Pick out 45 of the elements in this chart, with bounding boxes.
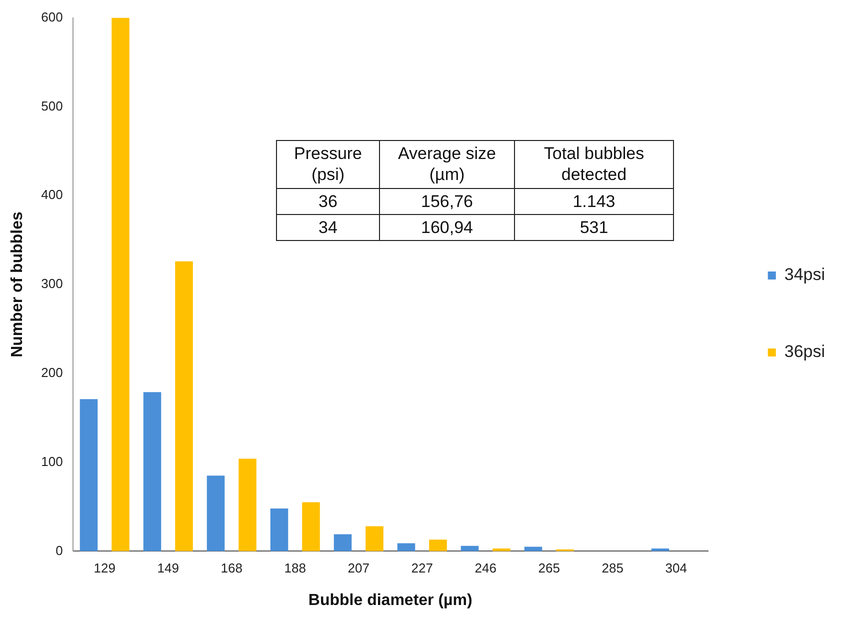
x-tick-label: 149 [157,560,179,576]
bar [206,476,225,552]
x-tick-label: 246 [474,560,496,576]
y-tick-label: 200 [41,364,63,380]
bar [270,508,288,552]
bar [302,502,320,552]
legend-label: 36psi [784,342,825,362]
bar [238,458,256,552]
bar [112,18,130,552]
annotation: 1.143 [514,188,674,214]
annotation: Average size (µm) [380,140,514,188]
bar [80,399,98,552]
annotation: 156,76 [380,188,514,214]
bar [651,548,670,552]
bar [366,526,384,552]
annotation: 36 [276,188,380,214]
y-axis-title: Number of bubbles [9,212,26,358]
x-tick-label: 207 [348,560,370,576]
bar [460,546,479,552]
y-tick-label: 100 [41,454,63,469]
annotation: 34 [276,214,380,240]
annotation: Total bubbles detected [514,140,674,188]
x-tick-label: 227 [411,560,433,576]
y-tick-label: 0 [56,542,63,558]
bar [334,534,352,552]
annotation: 160,94 [380,214,514,240]
y-tick-label: 600 [41,9,63,24]
y-tick-label: 300 [41,276,63,292]
x-tick-label: 304 [665,560,687,576]
bar [492,548,510,552]
x-tick-label: 265 [538,560,560,576]
bar [397,543,416,552]
bar [143,392,162,552]
y-tick-label: 400 [41,187,63,202]
bar [175,261,193,552]
x-axis-title: Bubble diameter (µm) [308,592,472,609]
annotation: 531 [514,214,674,240]
x-tick-label: 168 [220,560,242,576]
x-tick-label: 188 [284,560,306,576]
bar [429,540,447,552]
x-tick-label: 129 [94,560,116,576]
x-tick-label: 285 [602,560,624,576]
legend-label: 34psi [784,265,825,284]
y-tick-label: 500 [41,98,63,114]
annotation: Pressure (psi) [276,140,380,188]
